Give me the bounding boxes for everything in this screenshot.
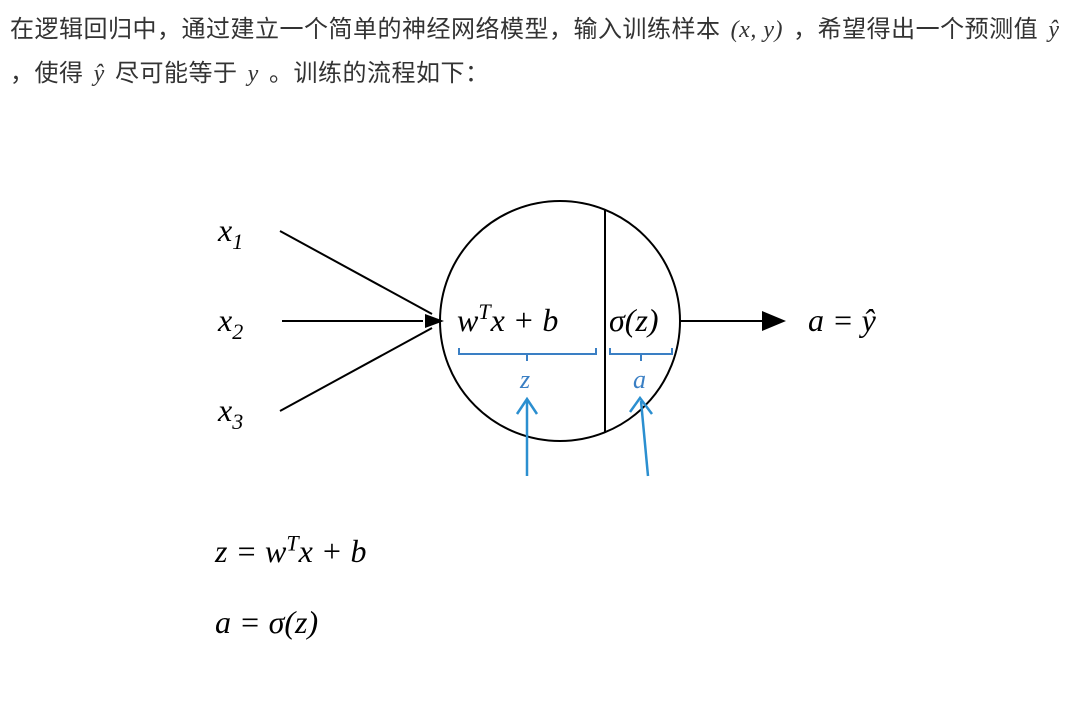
input-x2-label: x2 xyxy=(217,302,243,344)
neuron-left-expr: wTx + b xyxy=(457,299,558,338)
input-line-x3 xyxy=(280,328,432,411)
diagram-svg: x1 x2 x3 wTx + b σ(z) z a xyxy=(0,96,1080,516)
input-x1-label: x1 xyxy=(217,212,243,254)
intro-paragraph: 在逻辑回归中，通过建立一个简单的神经网络模型，输入训练样本 (x, y) ，希望… xyxy=(0,0,1080,96)
intro-yhat-2: ŷ xyxy=(91,61,108,87)
brace-a-label: a xyxy=(633,365,646,394)
intro-text-5: 。训练的流程如下： xyxy=(269,60,490,87)
equations-block: z = wTx + b a = σ(z) xyxy=(0,516,1080,657)
intro-sample: (x, y) xyxy=(728,17,786,43)
brace-z-label: z xyxy=(519,365,530,394)
arrow-to-a xyxy=(641,401,648,476)
equation-z: z = wTx + b xyxy=(215,516,1080,586)
equation-a: a = σ(z) xyxy=(215,587,1080,657)
output-expr: a = ŷ xyxy=(808,302,877,338)
intro-yhat-1: ŷ xyxy=(1045,17,1062,43)
input-arrowhead xyxy=(425,314,444,328)
intro-text-2: ，希望得出一个预测值 xyxy=(793,16,1045,43)
intro-text-1: 在逻辑回归中，通过建立一个简单的神经网络模型，输入训练样本 xyxy=(10,16,728,43)
intro-text-4: 尽可能等于 xyxy=(115,60,245,87)
brace-z xyxy=(459,348,596,361)
intro-text-3: ，使得 xyxy=(10,60,91,87)
brace-a xyxy=(610,348,672,361)
intro-y: y xyxy=(245,61,262,87)
input-line-x1 xyxy=(280,231,432,314)
input-x3-label: x3 xyxy=(217,392,243,434)
neuron-diagram: x1 x2 x3 wTx + b σ(z) z a xyxy=(0,96,1080,516)
neuron-right-expr: σ(z) xyxy=(609,302,659,338)
